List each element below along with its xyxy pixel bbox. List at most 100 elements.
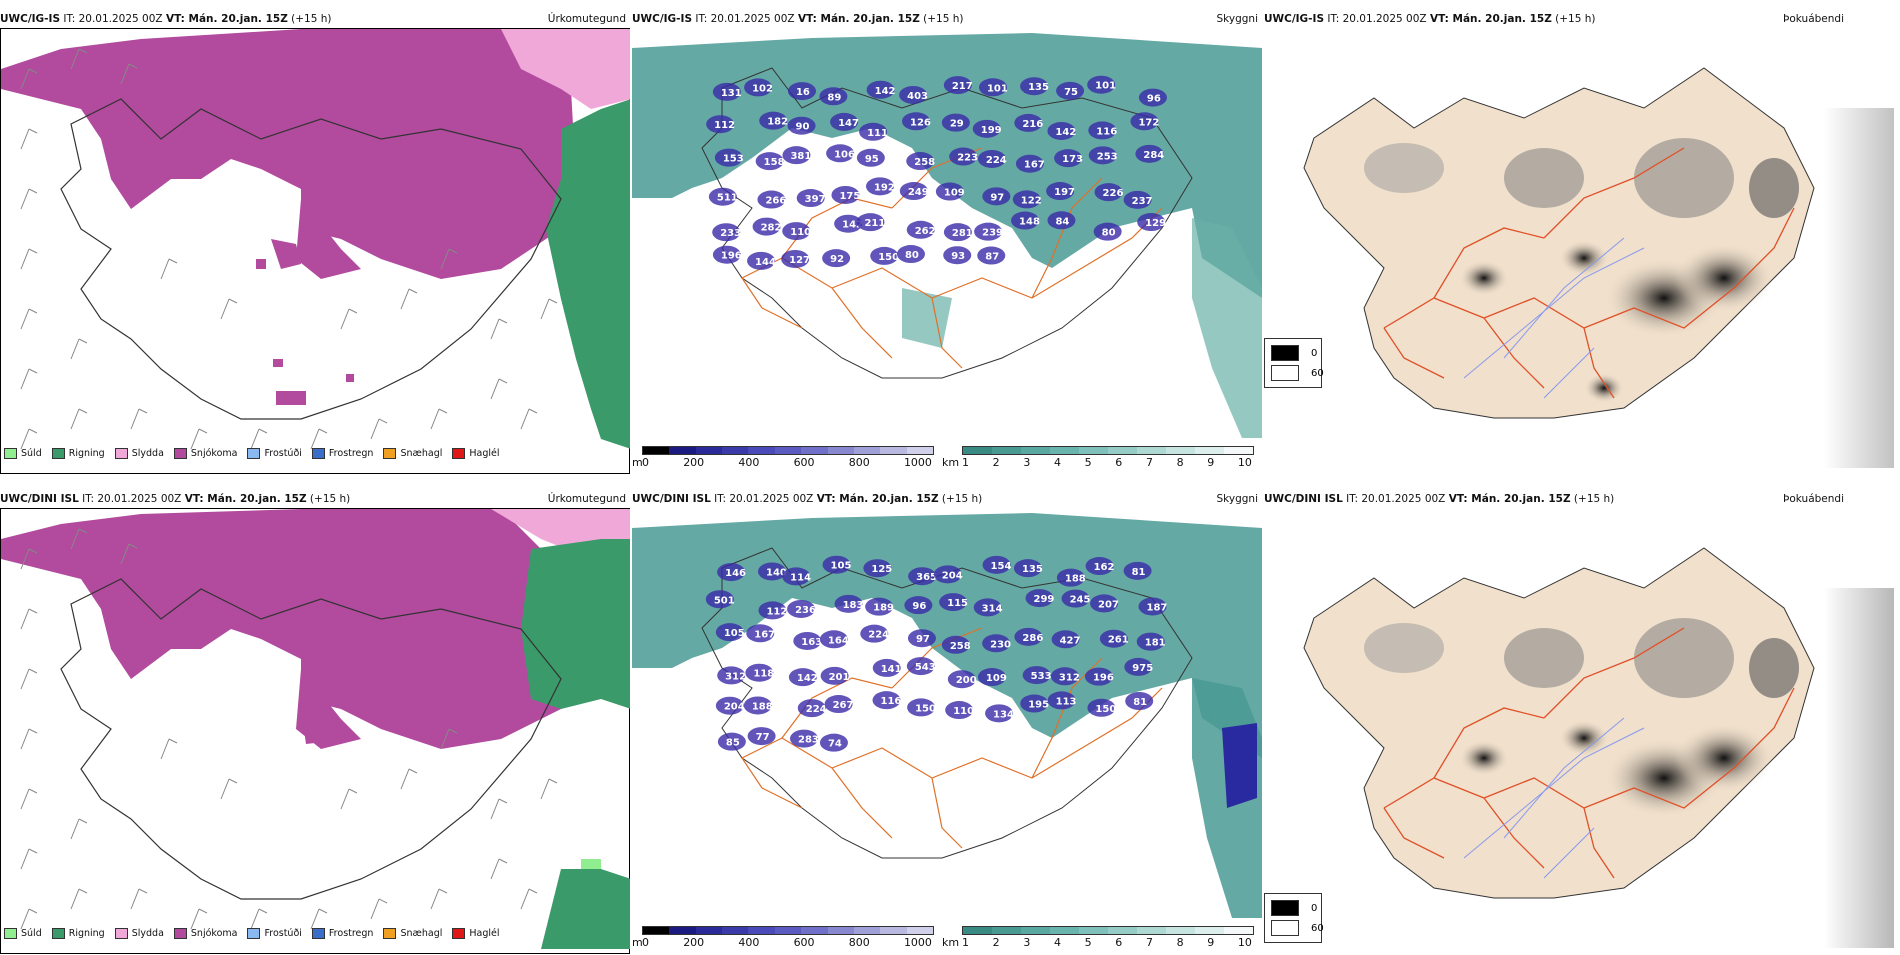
init-time: IT: 20.01.2025 00Z [63, 13, 163, 25]
cloud-base-label: 135 [1022, 564, 1043, 575]
cloud-blob [904, 596, 933, 615]
cloud-blob [977, 246, 1006, 265]
cloud-blob [939, 593, 968, 612]
cloud-blob [781, 249, 810, 268]
cloud-base-label: 267 [833, 700, 854, 711]
cloud-base-label: 105 [831, 561, 852, 572]
precip-map-svg [1, 29, 630, 450]
cloud-base-label: 239 [982, 228, 1003, 239]
legend-item: Haglél [452, 448, 500, 459]
cloud-base-label: 106 [834, 149, 855, 160]
cloud-blob [866, 80, 895, 99]
cloud-base-label: 182 [767, 117, 788, 128]
cloud-base-label: 312 [1059, 672, 1080, 683]
sleet-area [501, 29, 630, 109]
cloud-base-label: 122 [1021, 195, 1042, 206]
iceland-land [1303, 547, 1815, 899]
cloud-base-label: 197 [1054, 187, 1075, 198]
cloud-blob [787, 82, 816, 101]
cloud-blob [1123, 190, 1152, 209]
cloud-base-label: 142 [875, 86, 896, 97]
roads [1383, 627, 1795, 879]
cloud-blob [865, 597, 894, 616]
cloud-blob [972, 119, 1001, 138]
panel-title: Þokuábendi [1783, 493, 1844, 505]
panel-header: UWC/DINI ISL IT: 20.01.2025 00Z VT: Mán.… [632, 490, 1262, 508]
cloud-base-label: 102 [752, 83, 773, 94]
cloud-blob [977, 668, 1006, 687]
fog-panel-2: UWC/DINI ISL IT: 20.01.2025 00Z VT: Mán.… [1264, 490, 1894, 955]
colorbar-unit: m [632, 936, 643, 949]
lead-time: (+15 h) [291, 13, 332, 25]
cloud-base-label: 110 [790, 227, 811, 238]
cloud-blob [933, 565, 962, 584]
cloud-base-label: 261 [1108, 635, 1129, 646]
cloud-blob [863, 559, 892, 578]
cloud-blob [941, 635, 970, 654]
cloud-blob [757, 190, 786, 209]
cloud-blob [982, 187, 1011, 206]
cloud-base-label: 233 [720, 228, 741, 239]
cloud-blob [796, 189, 825, 208]
cloud-base-label: 211 [864, 218, 885, 229]
cloud-blob [1047, 211, 1076, 230]
cloud-blob [1047, 121, 1076, 140]
cloud-blob [1056, 568, 1085, 587]
cloud-blob [1061, 589, 1090, 608]
cloud-blob [744, 78, 773, 97]
cloud-base-label: 262 [915, 226, 936, 237]
cloud-blob [797, 699, 826, 718]
cloud-base-label: 81 [1132, 567, 1146, 578]
cloud-base-label: 258 [950, 641, 971, 652]
init-time: IT: 20.01.2025 00Z [1346, 493, 1446, 505]
cloud-base-numbers: 146 140 114 105 125 365 204 154 135 188 162 81 501 11… [705, 555, 1168, 752]
cloud-blob [907, 698, 936, 717]
fog-legend: 0 60 [1264, 338, 1324, 388]
wind-barbs [20, 528, 558, 930]
cloud-base-label: 114 [790, 572, 811, 583]
cloud-base-label: 167 [1024, 160, 1045, 171]
cloud-base-label: 29 [950, 119, 964, 130]
snow-patch [296, 199, 361, 279]
cloud-base-label: 85 [726, 738, 740, 749]
cloud-base-label: 224 [868, 630, 889, 641]
cloud-map: 146 140 114 105 125 365 204 154 135 188 162 81 501 11… [632, 508, 1262, 918]
roads [741, 627, 1163, 849]
cloud-blob [1012, 190, 1041, 209]
cloud-blob [1084, 667, 1113, 686]
lead-time: (+15 h) [923, 13, 964, 25]
init-time: IT: 20.01.2025 00Z [82, 493, 182, 505]
cloud-base-label: 196 [721, 251, 742, 262]
cloud-base-label: 153 [723, 154, 744, 165]
cloud-base-label: 381 [790, 151, 811, 162]
cloud-base-label: 141 [881, 664, 902, 675]
cloud-base-colorbar: m 0 200 400 600 800 1000 [632, 918, 942, 952]
cloud-base-label: 501 [714, 595, 735, 606]
panel-title: Skyggni [1216, 13, 1259, 25]
legend-item: Snjókoma [173, 448, 237, 459]
precip-legend: Súld Rigning Slydda Snjókoma Frostúði Fr… [4, 448, 500, 459]
cloud-base-label: 97 [990, 192, 1004, 203]
cloud-blob [982, 634, 1011, 653]
cloud-blob [1088, 146, 1117, 165]
cloud-base-label: 253 [1097, 151, 1118, 162]
cloud-blob [1137, 213, 1166, 232]
legend-item: Snæhagl [383, 928, 442, 939]
valid-time: VT: Mán. 20.jan. 15Z [797, 13, 920, 25]
cloud-base-numbers: 131 102 16 89 142 403 217 101 135 75 101 96 112 182 90… [706, 75, 1167, 270]
model-name: UWC/IG-IS [632, 13, 693, 25]
cloud-blob [935, 182, 964, 201]
cloud-blob [906, 152, 935, 171]
cloud-blob [949, 147, 978, 166]
rivers [1463, 237, 1645, 399]
cloud-blob [1047, 691, 1076, 710]
colorbar-unit: km [942, 936, 960, 949]
snow-patch [271, 239, 301, 269]
cloud-base-label: 126 [910, 117, 931, 128]
cloud-base-label: 187 [1147, 602, 1168, 613]
cloud-base-label: 266 [765, 196, 786, 207]
cloud-blob [860, 624, 889, 643]
cloud-base-label: 87 [985, 252, 999, 263]
cloud-blob [717, 563, 746, 582]
visibility-colorbar: km 1 2 3 4 5 6 7 8 9 10 [942, 918, 1262, 952]
